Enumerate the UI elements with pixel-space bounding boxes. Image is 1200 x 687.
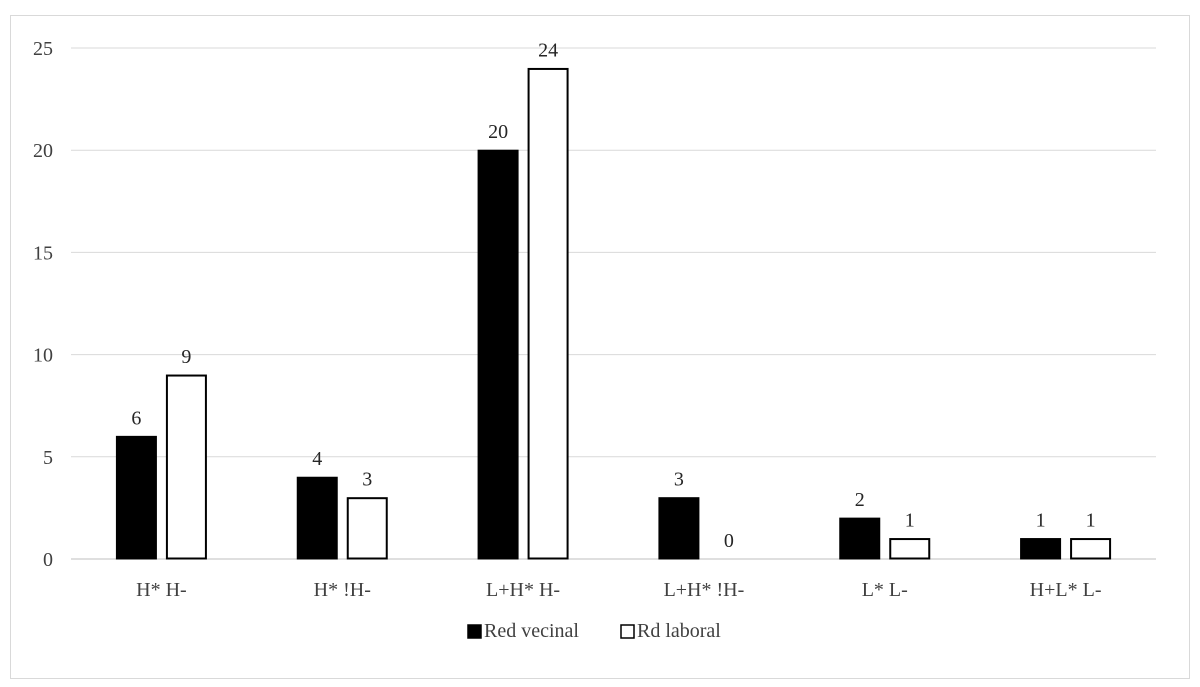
bar (346, 497, 388, 560)
y-tick-label: 25 (33, 38, 53, 60)
data-label: 6 (131, 407, 141, 429)
y-tick-label: 15 (33, 242, 53, 264)
bar (165, 374, 207, 560)
bar (1020, 538, 1062, 560)
x-category-label: H* H- (136, 579, 187, 601)
legend-label: Rd laboral (637, 620, 721, 642)
x-category-label: H+L* L- (1030, 579, 1102, 601)
bar (527, 67, 569, 560)
data-label: 3 (362, 469, 372, 491)
legend-swatch (467, 624, 482, 639)
x-category-label: L+H* !H- (664, 579, 745, 601)
data-label: 2 (855, 489, 865, 511)
bar (839, 517, 881, 560)
data-label: 3 (674, 469, 684, 491)
bar (115, 435, 157, 560)
bar-chart: 0 5 10 15 20 25 6 9 H* H- 4 3 H* !H- 20 24 L+H* H- 3 0 L+… (33, 38, 1156, 642)
x-category-label: L* L- (862, 579, 908, 601)
chart-frame: 0 5 10 15 20 25 6 9 H* H- 4 3 H* !H- 20 24 L+H* H- 3 0 L+… (10, 15, 1190, 679)
bar (1070, 538, 1112, 560)
bar (296, 476, 338, 560)
y-tick-label: 5 (43, 447, 53, 469)
legend-label: Red vecinal (484, 620, 579, 642)
data-label: 1 (1086, 510, 1096, 532)
data-label: 9 (181, 346, 191, 368)
y-tick-label: 10 (33, 345, 53, 367)
data-label: 1 (905, 510, 915, 532)
legend-swatch (620, 624, 635, 639)
x-category-label: L+H* H- (486, 579, 560, 601)
bar (889, 538, 931, 560)
bar (658, 497, 700, 560)
y-tick-label: 0 (43, 549, 53, 571)
bar (477, 149, 519, 560)
data-label: 0 (724, 530, 734, 552)
x-category-label: H* !H- (314, 579, 371, 601)
data-label: 4 (312, 448, 322, 470)
data-label: 1 (1036, 510, 1046, 532)
data-label: 20 (488, 121, 508, 143)
y-tick-label: 20 (33, 140, 53, 162)
data-label: 24 (538, 39, 558, 61)
